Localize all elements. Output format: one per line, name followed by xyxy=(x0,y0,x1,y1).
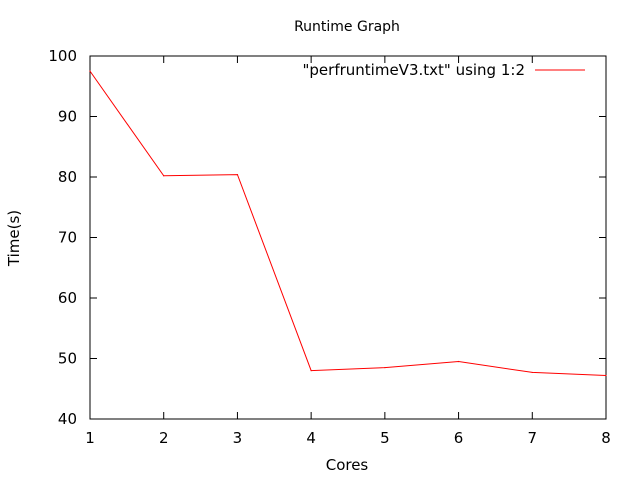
x-tick-label: 1 xyxy=(85,429,95,447)
y-tick-label: 100 xyxy=(48,47,77,65)
chart-title: Runtime Graph xyxy=(294,19,400,35)
series-line-0 xyxy=(89,70,607,376)
data-point xyxy=(310,370,312,372)
y-tick-label: 70 xyxy=(58,229,77,247)
y-tick-label: 80 xyxy=(58,168,77,186)
y-tick-label: 40 xyxy=(58,410,77,428)
y-tick-label: 90 xyxy=(58,108,77,126)
y-axis-label: Time(s) xyxy=(5,210,23,267)
x-tick-label: 5 xyxy=(380,429,390,447)
data-point xyxy=(384,366,386,369)
x-tick-label: 3 xyxy=(233,429,243,447)
data-point xyxy=(89,70,91,72)
x-tick-label: 4 xyxy=(306,429,316,447)
data-point xyxy=(163,175,165,177)
y-tick-label: 60 xyxy=(58,289,77,307)
data-point xyxy=(531,371,533,374)
legend-entry-label: "perfruntimeV3.txt" using 1:2 xyxy=(303,61,525,79)
x-tick-label: 2 xyxy=(159,429,169,447)
y-tick-label: 50 xyxy=(58,350,77,368)
x-axis-label: Cores xyxy=(326,456,369,474)
plot-frame xyxy=(89,55,607,420)
data-point xyxy=(457,360,460,363)
data-point xyxy=(605,374,607,377)
x-tick-label: 8 xyxy=(601,429,611,447)
legend: "perfruntimeV3.txt" using 1:2 xyxy=(303,61,585,79)
x-tick-label: 7 xyxy=(528,429,538,447)
series-layer xyxy=(89,70,607,377)
data-point xyxy=(236,173,239,176)
x-tick-label: 6 xyxy=(454,429,464,447)
y-axis: 40 50 60 70 80 90 100 xyxy=(48,47,606,428)
x-axis: 1 2 3 4 5 6 7 8 xyxy=(85,56,611,447)
